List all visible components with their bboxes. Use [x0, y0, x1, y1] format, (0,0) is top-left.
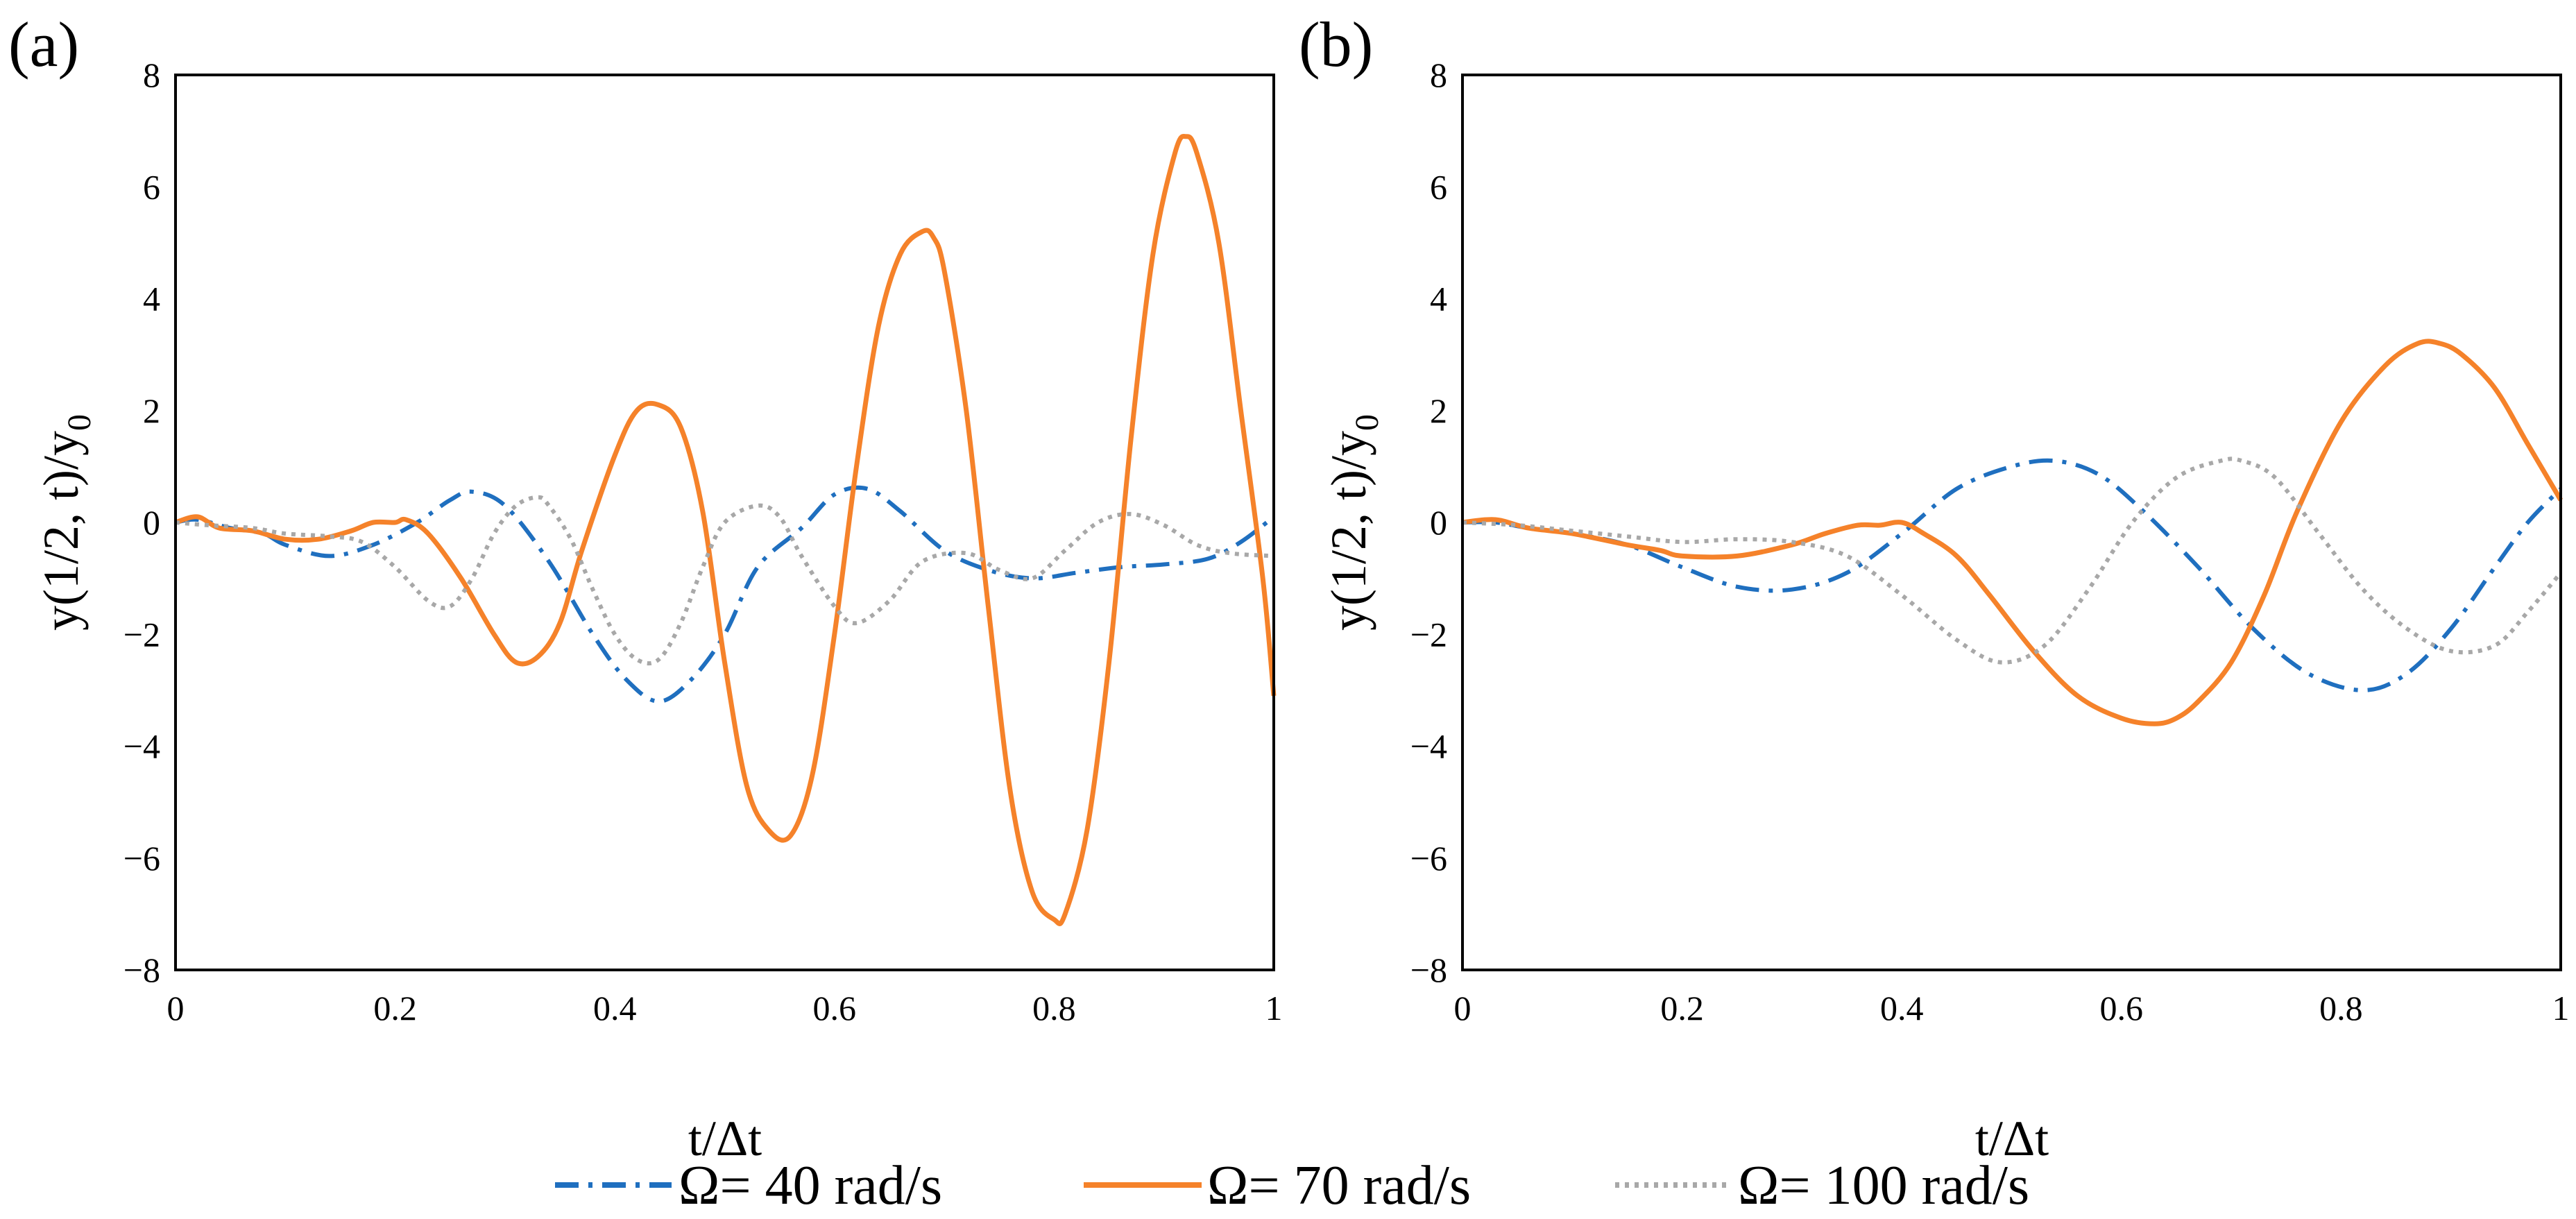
y-tick-label: 4 — [1430, 280, 1447, 318]
x-axis-title-a: t/Δt — [688, 1111, 762, 1166]
series-line-100-rad-s — [175, 495, 1274, 666]
plot-frame-b — [1461, 74, 2562, 971]
y-tick-label: 8 — [143, 56, 160, 94]
y-axis-title-b: y(1/2, t)/y0 — [1321, 414, 1385, 631]
y-tick-label: −6 — [123, 839, 160, 878]
x-tick-label: 0.8 — [2319, 989, 2363, 1028]
y-tick-label: −4 — [123, 727, 160, 766]
x-tick-label: 0.8 — [1032, 989, 1076, 1028]
panel-label-a: (a) — [8, 9, 79, 80]
series-line-40-rad-s — [1462, 458, 2563, 692]
y-tick-label: −2 — [1410, 615, 1447, 654]
series-layer-b — [1462, 339, 2564, 726]
legend-item-40: Ω= 40 rad/s — [555, 1155, 942, 1216]
x-tick-label: 0.6 — [813, 989, 857, 1028]
y-tick-labels-b: 8 6 4 2 0 −2 −4 −6 −8 — [1410, 56, 1447, 989]
y-tick-label: 2 — [1430, 391, 1447, 430]
y-tick-label: 2 — [143, 391, 160, 430]
x-tick-label: 0.6 — [2100, 989, 2144, 1028]
legend-item-100: Ω= 100 rad/s — [1615, 1155, 2029, 1216]
legend-item-70: Ω= 70 rad/s — [1084, 1155, 1471, 1216]
x-tick-label: 0.2 — [1660, 989, 1704, 1028]
y-tick-label: −2 — [123, 615, 160, 654]
x-tick-label: 0.4 — [593, 989, 637, 1028]
x-tick-label: 1 — [2552, 989, 2570, 1028]
y-tick-label: 4 — [143, 280, 160, 318]
y-tick-label: −4 — [1410, 727, 1447, 766]
x-tick-label: 0 — [1454, 989, 1472, 1028]
y-tick-label: 6 — [143, 167, 160, 206]
plot-frame-a — [174, 74, 1275, 971]
series-line-70-rad-s — [1462, 339, 2564, 726]
x-tick-labels-b: 0 0.2 0.4 0.6 0.8 1 — [1454, 989, 2570, 1028]
y-tick-label: −8 — [1410, 951, 1447, 989]
y-tick-label: −6 — [1410, 839, 1447, 878]
y-tick-label: 0 — [143, 503, 160, 542]
panel-b: (b) 8 6 4 2 0 −2 −4 −6 −8 0 0.2 0.4 0.6 0.8 1 y(1/2, … — [1299, 9, 2570, 1166]
legend-label-70: Ω= 70 rad/s — [1207, 1155, 1471, 1216]
legend-label-100: Ω= 100 rad/s — [1738, 1155, 2029, 1216]
x-tick-labels-a: 0 0.2 0.4 0.6 0.8 1 — [167, 989, 1283, 1028]
series-layer-a — [174, 134, 1277, 926]
x-tick-label: 0.4 — [1880, 989, 1924, 1028]
series-line-100-rad-s — [1462, 457, 2563, 665]
panel-label-b: (b) — [1299, 9, 1373, 80]
x-tick-label: 0.2 — [373, 989, 417, 1028]
legend: Ω= 40 rad/s Ω= 70 rad/s Ω= 100 rad/s — [555, 1155, 2029, 1216]
y-tick-label: 8 — [1430, 56, 1447, 94]
series-line-40-rad-s — [175, 485, 1275, 704]
series-line-70-rad-s — [174, 134, 1277, 926]
y-tick-label: −8 — [123, 951, 160, 989]
y-tick-label: 6 — [1430, 167, 1447, 206]
y-axis-title-a: y(1/2, t)/y0 — [33, 414, 98, 631]
panel-a: (a) 8 6 4 2 0 −2 −4 −6 −8 0 0.2 0.4 0.6 0.8 1 y(1/2, … — [8, 9, 1283, 1166]
x-tick-label: 1 — [1265, 989, 1283, 1028]
x-axis-title-b: t/Δt — [1975, 1111, 2049, 1166]
y-tick-labels-a: 8 6 4 2 0 −2 −4 −6 −8 — [123, 56, 160, 989]
y-tick-label: 0 — [1430, 503, 1447, 542]
legend-label-40: Ω= 40 rad/s — [679, 1155, 942, 1216]
x-tick-label: 0 — [167, 989, 185, 1028]
